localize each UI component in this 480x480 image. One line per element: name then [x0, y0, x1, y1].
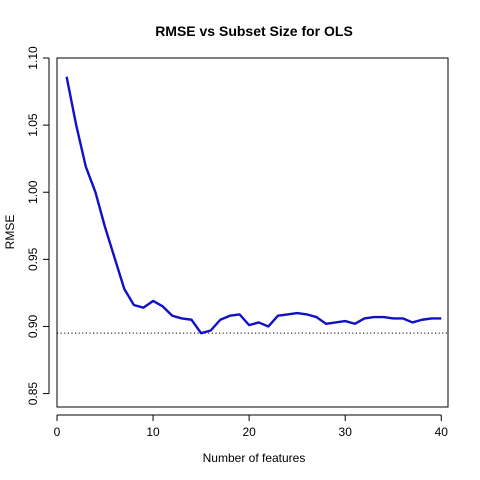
y-axis-label: RMSE	[3, 215, 17, 250]
y-tick-label: 1.00	[26, 180, 40, 204]
x-axis-label: Number of features	[203, 451, 306, 465]
y-tick-label: 1.10	[26, 46, 40, 70]
x-tick-label: 20	[242, 425, 256, 439]
y-tick-label: 1.05	[26, 113, 40, 137]
y-tick-label: 0.90	[26, 314, 40, 338]
y-tick-label: 0.85	[26, 382, 40, 406]
x-tick-label: 0	[54, 425, 61, 439]
x-tick-label: 30	[339, 425, 353, 439]
y-tick-label: 0.95	[26, 247, 40, 271]
x-tick-label: 10	[146, 425, 160, 439]
x-tick-label: 40	[435, 425, 449, 439]
chart-title: RMSE vs Subset Size for OLS	[155, 23, 353, 39]
